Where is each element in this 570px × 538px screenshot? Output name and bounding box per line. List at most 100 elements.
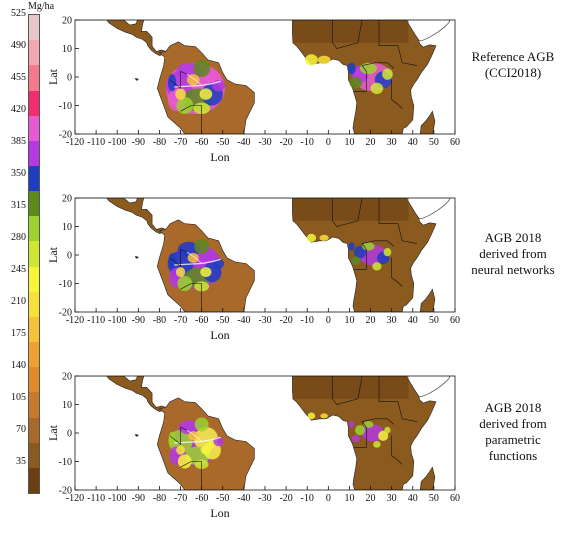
x-tick-label: 60 [450, 315, 460, 326]
biomass-patch [353, 245, 367, 259]
colorbar [28, 14, 40, 494]
biomass-patch [370, 82, 384, 95]
colorbar-swatch [29, 367, 39, 393]
biomass-patch [384, 426, 391, 434]
x-tick-label: 40 [408, 493, 418, 504]
country-border [378, 20, 418, 66]
x-tick-label: -100 [108, 315, 126, 326]
x-tick-label: -80 [153, 315, 166, 326]
x-tick-label: -120 [66, 493, 84, 504]
biomass-patch [193, 59, 211, 77]
biomass-patch [199, 88, 213, 100]
colorbar-swatch [29, 216, 39, 242]
x-tick-label: -30 [258, 493, 271, 504]
sahel-band [292, 20, 409, 43]
colorbar-swatch [29, 140, 39, 166]
biomass-patch [187, 252, 199, 263]
panel-title-line: derived from [479, 246, 547, 261]
y-tick-label: -20 [59, 308, 72, 319]
x-tick-label: -80 [153, 137, 166, 148]
x-tick-label: 0 [326, 137, 331, 148]
country-border [169, 248, 188, 268]
country-border [353, 62, 394, 92]
x-tick-label: -50 [216, 493, 229, 504]
x-tick-label: -20 [279, 315, 292, 326]
map-plot-area [78, 376, 451, 490]
colorbar-swatch [29, 191, 39, 217]
biomass-patch [351, 256, 361, 265]
biomass-patch [176, 96, 194, 115]
biomass-patch [167, 74, 177, 92]
colorbar-swatch [29, 392, 39, 418]
colorbar-swatch [29, 15, 39, 41]
biomass-patch [188, 431, 199, 441]
x-tick-label: -60 [195, 493, 208, 504]
x-tick-label: -70 [174, 137, 187, 148]
x-tick-label: -90 [132, 315, 145, 326]
y-tick-label: -10 [59, 457, 72, 468]
y-tick-label: -10 [59, 279, 72, 290]
biomass-patch [349, 77, 363, 89]
biomass-patch [177, 454, 192, 469]
panel-title-neural-networks: AGB 2018 derived from neural networks [458, 230, 568, 278]
biomass-patch [305, 54, 318, 66]
biomass-patch [372, 262, 382, 271]
madagascar-landmass [419, 288, 436, 312]
y-tick-label: 10 [62, 44, 72, 55]
legend-unit-label: Mg/ha [28, 1, 55, 12]
country-border [169, 70, 188, 90]
colorbar-swatch [29, 115, 39, 141]
x-tick-label: -30 [258, 137, 271, 148]
x-tick-label: 50 [429, 315, 439, 326]
x-tick-label: -50 [216, 137, 229, 148]
x-tick-label: -20 [279, 137, 292, 148]
legend-tick-label: 455 [11, 72, 26, 83]
colorbar-swatch [29, 241, 39, 267]
x-tick-label: 60 [450, 137, 460, 148]
x-tick-label: 30 [387, 315, 397, 326]
biomass-patch [320, 413, 328, 419]
x-tick-label: 60 [450, 493, 460, 504]
y-tick-label: 0 [67, 73, 72, 84]
x-axis-label: Lon [210, 506, 229, 520]
colorbar-swatch [29, 417, 39, 443]
panel-title-parametric-functions: AGB 2018 derived from parametric functio… [458, 400, 568, 464]
legend-tick-label: 315 [11, 200, 26, 211]
country-border [180, 461, 202, 490]
biomass-patch [194, 238, 210, 254]
biomass-patch [319, 234, 329, 242]
biomass-patch [348, 242, 355, 251]
legend-tick-label: 175 [11, 328, 26, 339]
x-tick-label: 20 [366, 315, 376, 326]
colorbar-swatch [29, 90, 39, 116]
legend-tick-label: 280 [11, 232, 26, 243]
x-tick-label: 20 [366, 493, 376, 504]
biomass-patch [347, 62, 356, 75]
country-border [391, 435, 403, 465]
x-tick-label: -60 [195, 315, 208, 326]
biomass-patch [175, 267, 186, 278]
map-panel-neural-networks: 20 10 0 -10 -20 -120 -110 -100 -90 -80 -70 -60 -50 -4… [0, 192, 570, 360]
biomass-patch [307, 412, 316, 420]
x-tick-label: 10 [344, 493, 354, 504]
panel-title-line: functions [488, 448, 538, 463]
colorbar-swatch [29, 40, 39, 66]
biomass-patch [178, 420, 200, 435]
panel-title-line: (CCI2018) [484, 65, 542, 80]
panel-title-line: AGB 2018 [484, 400, 542, 415]
y-axis-label: Lat [46, 68, 60, 85]
country-border [332, 198, 363, 227]
biomass-patch [175, 88, 186, 100]
country-border [180, 105, 202, 134]
legend-tick-label: 35 [16, 456, 26, 467]
x-tick-label: 30 [387, 493, 397, 504]
legend-tick-label: 525 [11, 8, 26, 19]
legend-tick-label: 105 [11, 392, 26, 403]
madagascar-landmass [419, 110, 436, 134]
y-tick-label: 20 [62, 372, 72, 383]
biomass-patch [378, 430, 389, 441]
panel-title-reference: Reference AGB (CCI2018) [458, 49, 568, 81]
x-tick-label: -10 [301, 137, 314, 148]
sahel-band [292, 376, 409, 399]
country-border [169, 426, 188, 446]
